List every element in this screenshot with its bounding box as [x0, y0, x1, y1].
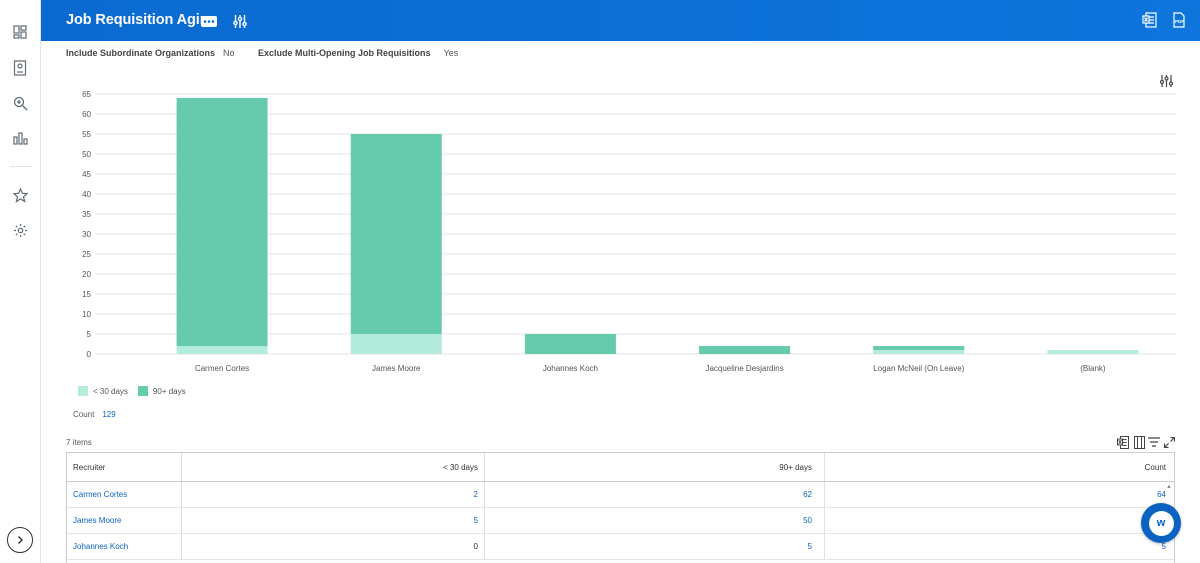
left-sidebar [0, 0, 41, 563]
recruiter-link[interactable]: James Moore [73, 516, 122, 525]
bar-segment-lt30[interactable] [873, 350, 965, 354]
filter-label-subordinate: Include Subordinate Organizations [66, 48, 216, 58]
search-icon[interactable] [8, 91, 32, 115]
x-category-label: James Moore [372, 364, 421, 373]
data-grid: Recruiter < 30 days 90+ days Count Carme… [66, 452, 1175, 563]
y-tick-label: 45 [82, 170, 91, 179]
table-header-row: Recruiter < 30 days 90+ days Count [67, 453, 1174, 482]
legend-label-lt30: < 30 days [93, 386, 128, 396]
chart-settings-icon[interactable] [1159, 74, 1174, 88]
more-actions-icon[interactable] [198, 10, 220, 32]
settings-gear-icon[interactable] [8, 218, 32, 242]
scrollbar-up-arrow-icon[interactable]: ▲ [1166, 484, 1172, 490]
d90-link[interactable]: 62 [803, 490, 812, 499]
stacked-bar-chart: 0 5 10 15 20 25 30 35 40 45 50 55 60 65 Carmen Cortes… [82, 90, 1176, 373]
sidebar-divider [10, 166, 32, 167]
fullscreen-expand-icon[interactable] [1162, 435, 1176, 449]
count-value-link[interactable]: 129 [102, 410, 116, 419]
dashboard-icon[interactable] [8, 20, 32, 44]
legend-swatch-lt30 [78, 386, 88, 396]
bar-segment-90plus[interactable] [873, 346, 965, 350]
filter-value-subordinate: No [223, 48, 235, 58]
y-tick-label: 35 [82, 210, 91, 219]
y-tick-label: 0 [87, 350, 92, 359]
bar-segment-lt30[interactable] [350, 334, 442, 354]
assistant-chat-button[interactable]: w [1141, 503, 1181, 543]
bar-segment-lt30[interactable] [1047, 350, 1139, 354]
lt30-link[interactable]: 2 [473, 490, 478, 499]
bar-segment-90plus[interactable] [699, 346, 791, 354]
column-header-90plus[interactable]: 90+ days [485, 453, 825, 481]
workday-logo-icon: w [1148, 510, 1174, 536]
x-category-label: Johannes Koch [543, 364, 598, 373]
reports-icon[interactable] [8, 56, 32, 80]
chart-gridlines [95, 93, 1176, 355]
export-excel-icon[interactable] [1138, 9, 1160, 31]
chart-bars [176, 98, 1139, 354]
count-link[interactable]: 5 [1161, 542, 1166, 551]
y-tick-label: 55 [82, 130, 91, 139]
summary-count: Count 129 [73, 410, 116, 419]
x-category-label: Jacqueline Desjardins [705, 364, 783, 373]
filter-settings-icon[interactable] [229, 10, 251, 32]
page-header: Job Requisition Aging PDF [41, 0, 1200, 41]
y-axis-ticks: 0 5 10 15 20 25 30 35 40 45 50 55 60 65 [82, 90, 91, 359]
filter-rows-icon[interactable] [1147, 435, 1161, 449]
table-row: James Moore 5 50 [67, 508, 1174, 534]
chart-legend: < 30 days 90+ days [78, 386, 186, 396]
column-header-lt30[interactable]: < 30 days [182, 453, 485, 481]
y-tick-label: 65 [82, 90, 91, 99]
column-chooser-icon[interactable] [1132, 435, 1146, 449]
y-tick-label: 20 [82, 270, 91, 279]
legend-swatch-90plus [137, 386, 148, 396]
page-title: Job Requisition Aging [66, 12, 218, 28]
x-category-label: Logan McNeil (On Leave) [873, 364, 964, 373]
bar-segment-90plus[interactable] [176, 98, 268, 346]
y-tick-label: 5 [87, 330, 92, 339]
table-row: Carmen Cortes 2 62 64 [67, 482, 1174, 508]
count-link[interactable]: 64 [1157, 490, 1166, 499]
favorites-star-icon[interactable] [8, 183, 32, 207]
lt30-value: 0 [473, 542, 478, 551]
y-tick-label: 50 [82, 150, 91, 159]
report-filters: Include Subordinate Organizations No Excl… [66, 48, 458, 58]
charts-icon[interactable] [8, 126, 32, 150]
count-label: Count [73, 410, 95, 419]
lt30-link[interactable]: 5 [473, 516, 478, 525]
x-axis-categories: Carmen Cortes James Moore Johannes Koch Jac… [195, 364, 1106, 373]
expand-chevron-icon[interactable] [7, 527, 33, 553]
y-tick-label: 10 [82, 310, 91, 319]
table-row: Johannes Koch 0 5 5 [67, 534, 1174, 560]
recruiter-link[interactable]: Carmen Cortes [73, 490, 128, 499]
x-category-label: (Blank) [1080, 364, 1106, 373]
legend-label-90plus: 90+ days [152, 386, 186, 396]
y-tick-label: 60 [82, 110, 91, 119]
filter-label-multi-opening: Exclude Multi-Opening Job Requisitions [258, 48, 431, 58]
y-tick-label: 15 [82, 290, 91, 299]
items-count: 7 items [66, 438, 92, 447]
export-to-excel-icon[interactable] [1116, 435, 1130, 449]
filter-value-multi-opening: Yes [443, 48, 459, 58]
d90-link[interactable]: 5 [807, 542, 812, 551]
column-header-recruiter[interactable]: Recruiter [67, 453, 182, 481]
export-pdf-icon[interactable]: PDF [1168, 9, 1190, 31]
recruiter-link[interactable]: Johannes Koch [73, 542, 129, 551]
x-category-label: Carmen Cortes [195, 364, 249, 373]
y-tick-label: 40 [82, 190, 91, 199]
y-tick-label: 30 [82, 230, 91, 239]
column-header-count[interactable]: Count [1144, 462, 1166, 472]
bar-segment-90plus[interactable] [524, 334, 616, 354]
bar-segment-90plus[interactable] [350, 134, 442, 334]
y-tick-label: 25 [82, 250, 91, 259]
bar-segment-lt30[interactable] [176, 346, 268, 354]
d90-link[interactable]: 50 [803, 516, 812, 525]
svg-text:PDF: PDF [1175, 19, 1184, 24]
